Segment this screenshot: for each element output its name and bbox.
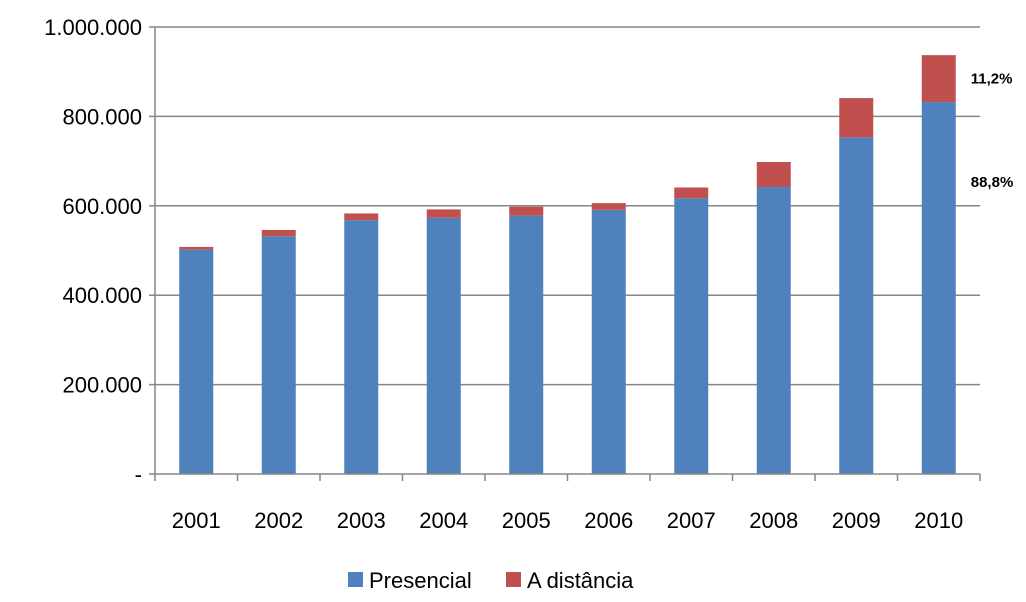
x-tick-label: 2006 [584, 508, 633, 533]
bar-presencial-2002 [261, 236, 296, 474]
bar-a-distancia-2002 [261, 229, 296, 237]
y-tick-label: 200.000 [62, 373, 142, 398]
y-tick-label: - [135, 462, 142, 487]
x-tick-label: 2001 [172, 508, 221, 533]
bar-presencial-2010 [921, 102, 956, 474]
x-tick-label: 2009 [832, 508, 881, 533]
y-tick-labels: - 200.000 400.000 600.000 800.000 1.000.000 [44, 15, 142, 487]
bar-a-distancia-2004 [426, 209, 461, 218]
y-tick-label: 1.000.000 [44, 15, 142, 40]
x-tick-label: 2010 [914, 508, 963, 533]
bar-a-distancia-2005 [509, 206, 544, 216]
bar-a-distancia-2006 [591, 203, 626, 210]
bars [179, 55, 956, 475]
bar-presencial-2004 [426, 217, 461, 474]
axes [154, 27, 980, 475]
percent-annotation: 11,2% [971, 71, 1013, 88]
legend-label-a-distancia: A distância [527, 568, 634, 593]
y-tick-label: 600.000 [62, 194, 142, 219]
legend-swatch-a-distancia [506, 572, 521, 587]
bar-a-distancia-2007 [674, 187, 709, 199]
bar-presencial-2008 [756, 187, 791, 474]
y-tick-label: 400.000 [62, 283, 142, 308]
y-tick-label: 800.000 [62, 104, 142, 129]
annotations: 11,2% 88,8% [971, 71, 1014, 191]
bar-a-distancia-2010 [921, 55, 956, 103]
bar-presencial-2009 [839, 137, 874, 474]
percent-annotation: 88,8% [971, 174, 1014, 191]
bar-a-distancia-2008 [756, 161, 791, 188]
x-tick-label: 2003 [337, 508, 386, 533]
bar-presencial-2005 [509, 215, 544, 474]
x-tick-labels: 2001 2002 2003 2004 2005 2006 2007 2008 2009 2010 [172, 508, 963, 533]
x-tick-label: 2008 [749, 508, 798, 533]
bar-a-distancia-2009 [839, 98, 874, 138]
x-tick-label: 2004 [419, 508, 468, 533]
x-tick-label: 2007 [667, 508, 716, 533]
bar-presencial-2007 [674, 198, 709, 475]
bar-presencial-2003 [344, 220, 379, 474]
legend: Presencial A distância [348, 568, 634, 593]
bar-presencial-2001 [179, 249, 214, 474]
x-tick-label: 2002 [254, 508, 303, 533]
bar-a-distancia-2003 [344, 213, 379, 221]
legend-label-presencial: Presencial [369, 568, 472, 593]
x-tick-label: 2005 [502, 508, 551, 533]
bar-a-distancia-2001 [179, 246, 214, 250]
bar-presencial-2006 [591, 209, 626, 474]
legend-swatch-presencial [348, 572, 363, 587]
